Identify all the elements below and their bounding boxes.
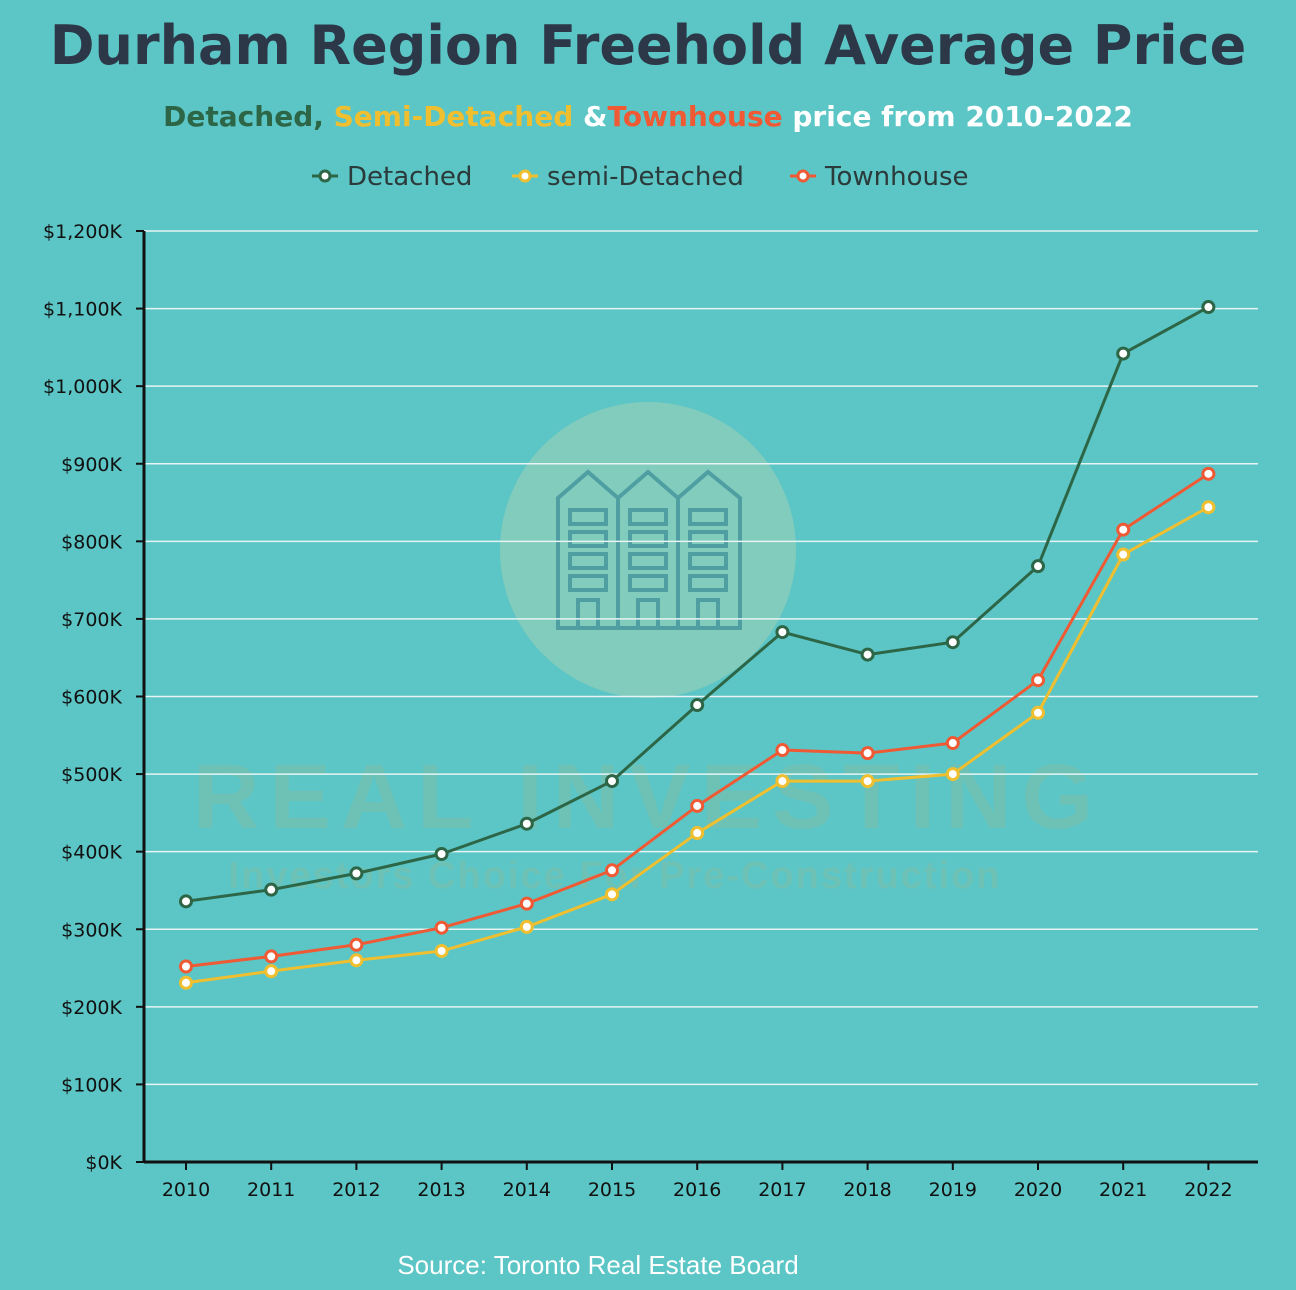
data-point[interactable]	[349, 937, 364, 952]
data-point[interactable]	[945, 767, 960, 782]
x-tick-label: 2010	[162, 1179, 210, 1201]
data-point[interactable]	[179, 959, 193, 974]
x-tick-label: 2015	[588, 1179, 636, 1201]
data-point[interactable]	[519, 816, 534, 831]
y-tick-label: $1,100K	[43, 299, 122, 321]
legend-item[interactable]: semi-Detached	[512, 162, 744, 192]
x-tick-label: 2011	[247, 1179, 295, 1201]
series-semi-detached	[179, 500, 1216, 990]
chart-title: Durham Region Freehold Average Price	[49, 14, 1247, 77]
y-tick-label: $900K	[61, 454, 122, 476]
source-note: Source: Toronto Real Estate Board	[397, 1250, 799, 1280]
subtitle-rest: price from 2010-2022	[792, 100, 1133, 133]
data-point[interactable]	[1116, 522, 1131, 537]
y-tick-label: $800K	[61, 531, 122, 553]
data-point[interactable]	[775, 774, 790, 789]
y-tick-label: $400K	[61, 842, 122, 864]
data-point[interactable]	[945, 736, 960, 751]
data-point[interactable]	[1201, 466, 1216, 481]
subtitle-detached: Detached,	[163, 100, 324, 133]
x-tick-label: 2013	[417, 1179, 465, 1201]
legend-label: semi-Detached	[547, 162, 744, 192]
data-point[interactable]	[1116, 346, 1131, 361]
data-point[interactable]	[860, 774, 875, 789]
data-point[interactable]	[945, 635, 960, 650]
x-tick-label: 2014	[503, 1179, 551, 1201]
data-point[interactable]	[605, 774, 619, 789]
legend-marker	[518, 169, 532, 183]
data-point[interactable]	[434, 920, 449, 935]
data-point[interactable]	[264, 949, 279, 964]
y-tick-label: $700K	[61, 609, 122, 631]
data-point[interactable]	[1201, 500, 1216, 515]
x-tick-label: 2016	[673, 1179, 721, 1201]
data-point[interactable]	[434, 846, 449, 861]
y-tick-label: $600K	[61, 687, 122, 709]
data-point[interactable]	[179, 975, 193, 990]
watermark-circle	[500, 402, 796, 698]
data-point[interactable]	[775, 743, 790, 758]
data-point[interactable]	[1031, 705, 1045, 720]
x-tick-label: 2021	[1099, 1179, 1147, 1201]
data-point[interactable]	[860, 647, 875, 662]
legend: Detached semi-Detached Townhouse	[312, 162, 969, 192]
data-point[interactable]	[519, 896, 534, 911]
x-axis-ticks: 2010 2011 2012 2013 2014 2015 2016 2017 2018 2019…	[162, 1162, 1233, 1201]
data-point[interactable]	[1031, 673, 1045, 688]
data-point[interactable]	[1031, 559, 1045, 574]
y-axis-ticks: $0K $100K $200K $300K $400K $500K $600K $700K $8…	[43, 221, 144, 1174]
y-tick-label: $100K	[61, 1074, 122, 1096]
y-tick-label: $1,200K	[43, 221, 122, 243]
subtitle-townhouse: Townhouse	[607, 100, 783, 133]
legend-item[interactable]: Townhouse	[790, 162, 969, 192]
data-point[interactable]	[179, 894, 193, 909]
data-point[interactable]	[264, 964, 279, 979]
townhouses-icon	[556, 469, 742, 630]
x-tick-label: 2012	[332, 1179, 380, 1201]
data-point[interactable]	[690, 698, 705, 713]
watermark: REAL INVESTING Investors Choice For Pre-…	[193, 402, 1103, 897]
y-tick-label: $1,000K	[43, 376, 122, 398]
legend-marker	[796, 169, 810, 183]
data-point[interactable]	[349, 866, 364, 881]
x-tick-label: 2018	[843, 1179, 891, 1201]
y-tick-label: $300K	[61, 919, 122, 941]
data-point[interactable]	[690, 798, 705, 813]
y-tick-label: $0K	[85, 1152, 122, 1174]
data-point[interactable]	[775, 625, 790, 640]
data-point[interactable]	[860, 746, 875, 761]
data-point[interactable]	[1116, 547, 1131, 562]
x-tick-label: 2019	[929, 1179, 977, 1201]
y-tick-label: $200K	[61, 997, 122, 1019]
y-tick-label: $500K	[61, 764, 122, 786]
subtitle-amp: &	[583, 100, 608, 133]
series-detached	[179, 300, 1216, 909]
x-tick-label: 2020	[1014, 1179, 1062, 1201]
data-point[interactable]	[1201, 300, 1216, 315]
legend-marker	[318, 169, 332, 183]
subtitle-semi: Semi-Detached	[333, 100, 574, 133]
data-point[interactable]	[434, 943, 449, 958]
chart-subtitle: Detached, Semi-Detached &Townhouse price…	[0, 100, 1296, 133]
x-tick-label: 2022	[1184, 1179, 1232, 1201]
x-tick-label: 2017	[758, 1179, 806, 1201]
gridlines	[144, 230, 1258, 1086]
data-point[interactable]	[605, 863, 619, 878]
legend-label: Detached	[347, 162, 472, 192]
data-point[interactable]	[690, 826, 705, 841]
data-point[interactable]	[605, 887, 619, 902]
data-point[interactable]	[349, 953, 364, 968]
series-townhouse	[179, 466, 1216, 974]
legend-label: Townhouse	[824, 162, 969, 192]
legend-item[interactable]: Detached	[312, 162, 472, 192]
watermark-title: REAL INVESTING	[193, 746, 1103, 848]
data-point[interactable]	[264, 882, 279, 897]
data-point[interactable]	[519, 919, 534, 934]
series-lines	[179, 300, 1216, 990]
